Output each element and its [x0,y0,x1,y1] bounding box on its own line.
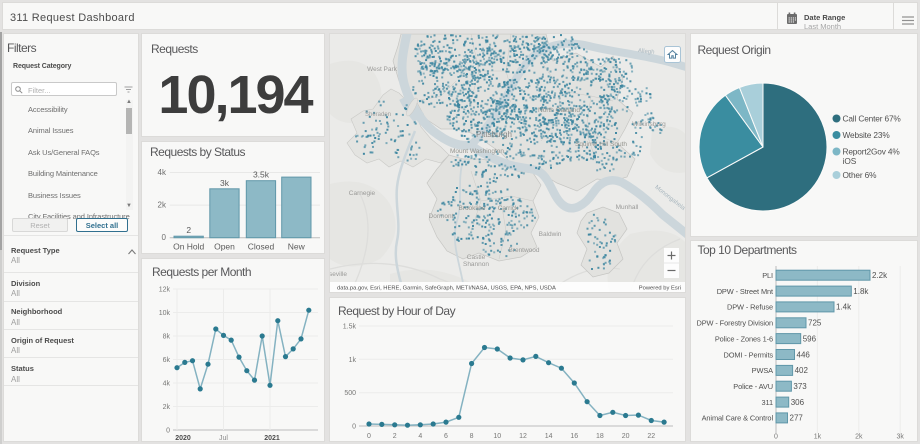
svg-text:North Oakland: North Oakland [538,107,580,114]
svg-text:4: 4 [418,433,422,440]
svg-text:277: 277 [790,414,804,423]
svg-text:Police - AVU: Police - AVU [733,382,773,391]
svg-text:On Hold: On Hold [173,242,204,252]
svg-text:402: 402 [795,366,809,375]
svg-text:16: 16 [570,433,578,440]
svg-text:4k: 4k [158,168,167,177]
svg-text:596: 596 [803,334,817,343]
svg-text:Munhall: Munhall [616,204,639,211]
svg-text:Brookline: Brookline [458,205,485,212]
svg-text:DPW - Refuse: DPW - Refuse [727,303,773,312]
svg-text:8: 8 [470,433,474,440]
svg-text:6: 6 [444,433,448,440]
svg-text:Squirrel Hill South: Squirrel Hill South [575,141,627,148]
svg-text:3k: 3k [896,434,904,441]
svg-text:2: 2 [393,433,397,440]
svg-text:DPW - Forestry Division: DPW - Forestry Division [696,319,773,328]
svg-text:Castle: Castle [467,254,486,261]
svg-text:1.4k: 1.4k [836,303,852,312]
svg-text:2.2k: 2.2k [872,271,888,280]
svg-text:22: 22 [647,433,655,440]
svg-text:Brentwood: Brentwood [508,247,539,254]
svg-text:3k: 3k [220,178,230,188]
svg-text:446: 446 [797,350,811,359]
svg-text:6k: 6k [163,357,171,364]
svg-text:data.pa.gov, Esri, HERE, Garmi: data.pa.gov, Esri, HERE, Garmin, SafeGra… [337,286,556,292]
svg-text:0: 0 [166,428,170,435]
svg-text:1.5k: 1.5k [343,324,357,331]
svg-text:Carrick: Carrick [498,205,519,212]
svg-text:DPW - Street Mnt: DPW - Street Mnt [717,287,773,296]
svg-text:2k: 2k [855,434,863,441]
svg-text:306: 306 [791,398,805,407]
svg-text:Baldwin: Baldwin [539,231,562,238]
svg-text:Pittsburgh: Pittsburgh [476,130,512,139]
svg-text:DOMI - Permits: DOMI - Permits [723,350,773,359]
svg-text:Other 6%: Other 6% [843,170,878,180]
svg-text:New: New [288,242,306,252]
svg-text:2020: 2020 [175,435,191,442]
svg-text:2k: 2k [163,404,171,411]
svg-text:Closed: Closed [248,242,275,252]
svg-text:373: 373 [793,382,807,391]
svg-text:2k: 2k [158,201,167,210]
svg-text:18: 18 [596,433,604,440]
svg-text:Police - Zones 1-6: Police - Zones 1-6 [715,334,773,343]
svg-text:10k: 10k [159,310,171,317]
svg-text:8k: 8k [163,334,171,341]
svg-text:500: 500 [344,390,356,397]
svg-text:West Park: West Park [367,66,398,73]
svg-text:Carnegie: Carnegie [349,190,376,197]
svg-text:1k: 1k [814,434,822,441]
svg-text:0: 0 [162,233,167,242]
svg-text:Website 23%: Website 23% [843,130,891,140]
svg-text:12k: 12k [159,287,171,294]
svg-text:0: 0 [367,433,371,440]
svg-text:Dormont: Dormont [429,213,454,220]
svg-text:Powered by Esri: Powered by Esri [639,286,681,292]
svg-text:2021: 2021 [264,435,280,442]
svg-text:0: 0 [352,424,356,431]
svg-text:311: 311 [762,398,773,407]
svg-text:20: 20 [622,433,630,440]
svg-text:3.5k: 3.5k [253,170,270,180]
svg-text:14: 14 [545,433,553,440]
svg-text:1k: 1k [349,357,357,364]
svg-text:12: 12 [519,433,527,440]
svg-text:Allegh: Allegh [637,48,654,56]
svg-text:Animal Care & Control: Animal Care & Control [702,414,774,423]
svg-text:Sheraden: Sheraden [365,112,391,118]
svg-text:Mount Washington: Mount Washington [450,148,504,155]
svg-text:Wilkinsburg: Wilkinsburg [632,121,666,128]
svg-text:Call Center 67%: Call Center 67% [843,114,902,124]
svg-text:PLI: PLI [762,271,773,280]
svg-text:iOS: iOS [843,156,857,166]
svg-text:1.8k: 1.8k [853,287,869,296]
svg-text:Shannon: Shannon [463,261,489,268]
svg-text:725: 725 [808,319,822,328]
svg-text:4k: 4k [163,381,171,388]
svg-text:2: 2 [186,225,191,235]
svg-text:seville: seville [330,271,347,278]
svg-text:Jul: Jul [219,435,228,442]
svg-text:Open: Open [214,242,235,252]
svg-text:PWSA: PWSA [752,366,774,375]
svg-text:10: 10 [493,433,501,440]
svg-text:Report2Gov 4%: Report2Gov 4% [843,147,901,157]
svg-text:0: 0 [774,434,778,441]
